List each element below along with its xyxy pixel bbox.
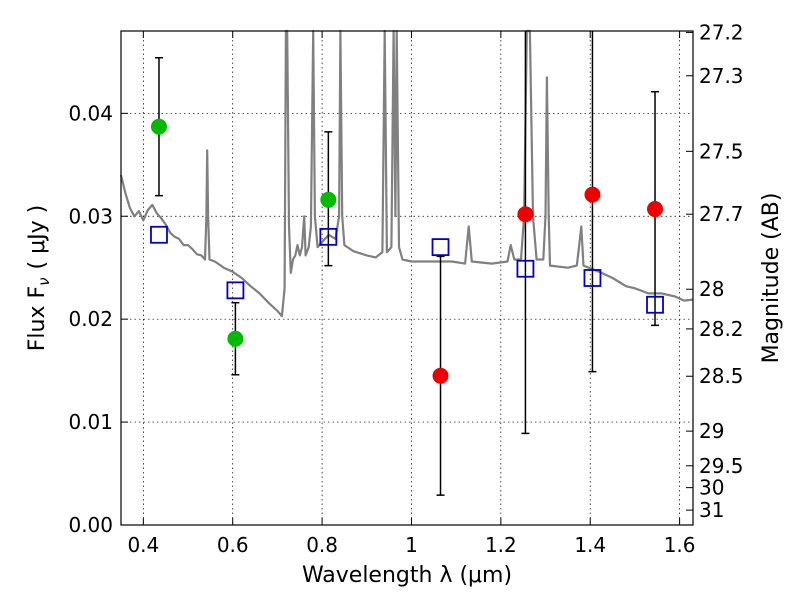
y-axis-label-sub: ν [35, 277, 53, 285]
magnitude-tick-label: 27.3 [699, 64, 744, 88]
magnitude-tick-label: 29.5 [699, 454, 744, 478]
blue-square-point [431, 238, 450, 257]
x-tick-label: 0.8 [306, 533, 338, 557]
blue-square-point [646, 295, 664, 314]
magnitude-tick-label: 29 [699, 419, 724, 443]
red-circle-point [584, 186, 601, 203]
y-axis-label-unit: ( μJy ) [25, 205, 50, 270]
template-spectrum [119, 29, 694, 318]
y-tick-label: 0.03 [68, 204, 113, 228]
x-tick-label: 1.4 [574, 533, 606, 557]
x-axis: 0.4 0.6 0.8 1 1.2 1.4 1.6 [127, 31, 696, 557]
magnitude-tick-label: 27.2 [699, 20, 744, 44]
plot-background [121, 31, 693, 525]
blue-square-point [516, 259, 535, 278]
x-tick-label: 1 [405, 533, 418, 557]
green-circle-point [227, 330, 244, 347]
green-circle-point [150, 118, 167, 135]
y-tick-label: 0.02 [68, 307, 113, 331]
blue-square-point [226, 281, 245, 300]
x-tick-label: 0.6 [217, 533, 249, 557]
magnitude-tick-label: 28.5 [699, 364, 744, 388]
red-circle-point [432, 367, 449, 384]
green-circle-point [320, 191, 337, 208]
magnitude-tick-label: 28.2 [699, 317, 744, 341]
magnitude-tick-label: 31 [699, 498, 724, 522]
magnitude-tick-label: 28 [699, 277, 724, 301]
magnitude-tick-label: 30 [699, 476, 724, 500]
blue-square-point [583, 269, 602, 287]
y-axis-label: Flux Fν ( μJy ) [25, 205, 53, 351]
x-tick-label: 1.6 [664, 533, 696, 557]
magnitude-tick-label: 27.5 [699, 139, 744, 163]
y-tick-label: 0.04 [68, 101, 113, 125]
magnitude-axis-label: Magnitude (AB) [759, 193, 784, 364]
y-axis-label-main: Flux F [25, 286, 50, 351]
plot-frame [120, 30, 694, 526]
x-tick-label: 0.4 [127, 533, 159, 557]
red-circle-point [517, 206, 534, 223]
y-tick-label: 0.00 [68, 513, 113, 537]
blue-square-point [319, 227, 338, 246]
template-line [119, 29, 694, 318]
x-tick-label: 1.2 [485, 533, 517, 557]
red-circle-point [647, 201, 664, 218]
x-axis-label: Wavelength λ (μm) [302, 563, 512, 588]
y-axis: 0.00 0.01 0.02 0.03 0.04 [68, 101, 128, 537]
magnitude-tick-label: 27.7 [699, 202, 744, 226]
blue-square-point [150, 225, 168, 244]
data-points [150, 118, 664, 384]
y-tick-label: 0.01 [68, 410, 113, 434]
